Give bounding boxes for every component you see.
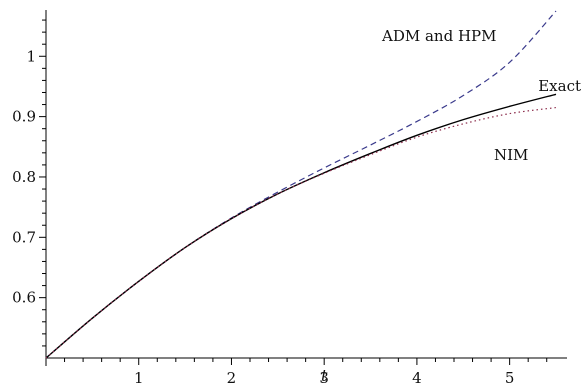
series-label: Exact [538,77,581,95]
y-tick-label: 0.9 [12,108,36,126]
y-tick-label: 0.7 [12,228,36,246]
x-tick-label: 1 [134,369,144,385]
y-tick-label: 1 [26,47,36,65]
x-axis-title: t [321,366,328,385]
series-layer [45,10,557,359]
series-line-adm-and-hpm [45,10,557,359]
x-tick-label: 2 [227,369,237,385]
labels-layer: 1 2 3 4 5 0.6 0.7 0.8 0.9 1 ADM and HPM Exact NIM [12,27,581,385]
x-tick-label: 3 [319,369,329,385]
y-tick-label: 0.6 [12,289,36,307]
x-tick-label: 4 [412,369,422,385]
series-line-nim [45,106,557,359]
x-tick-label: 5 [505,369,515,385]
series-label: NIM [494,146,528,164]
y-tick-label: 0.8 [12,168,36,186]
axes [39,10,567,366]
series-label: ADM and HPM [381,27,497,45]
series-line-exact [45,93,557,359]
